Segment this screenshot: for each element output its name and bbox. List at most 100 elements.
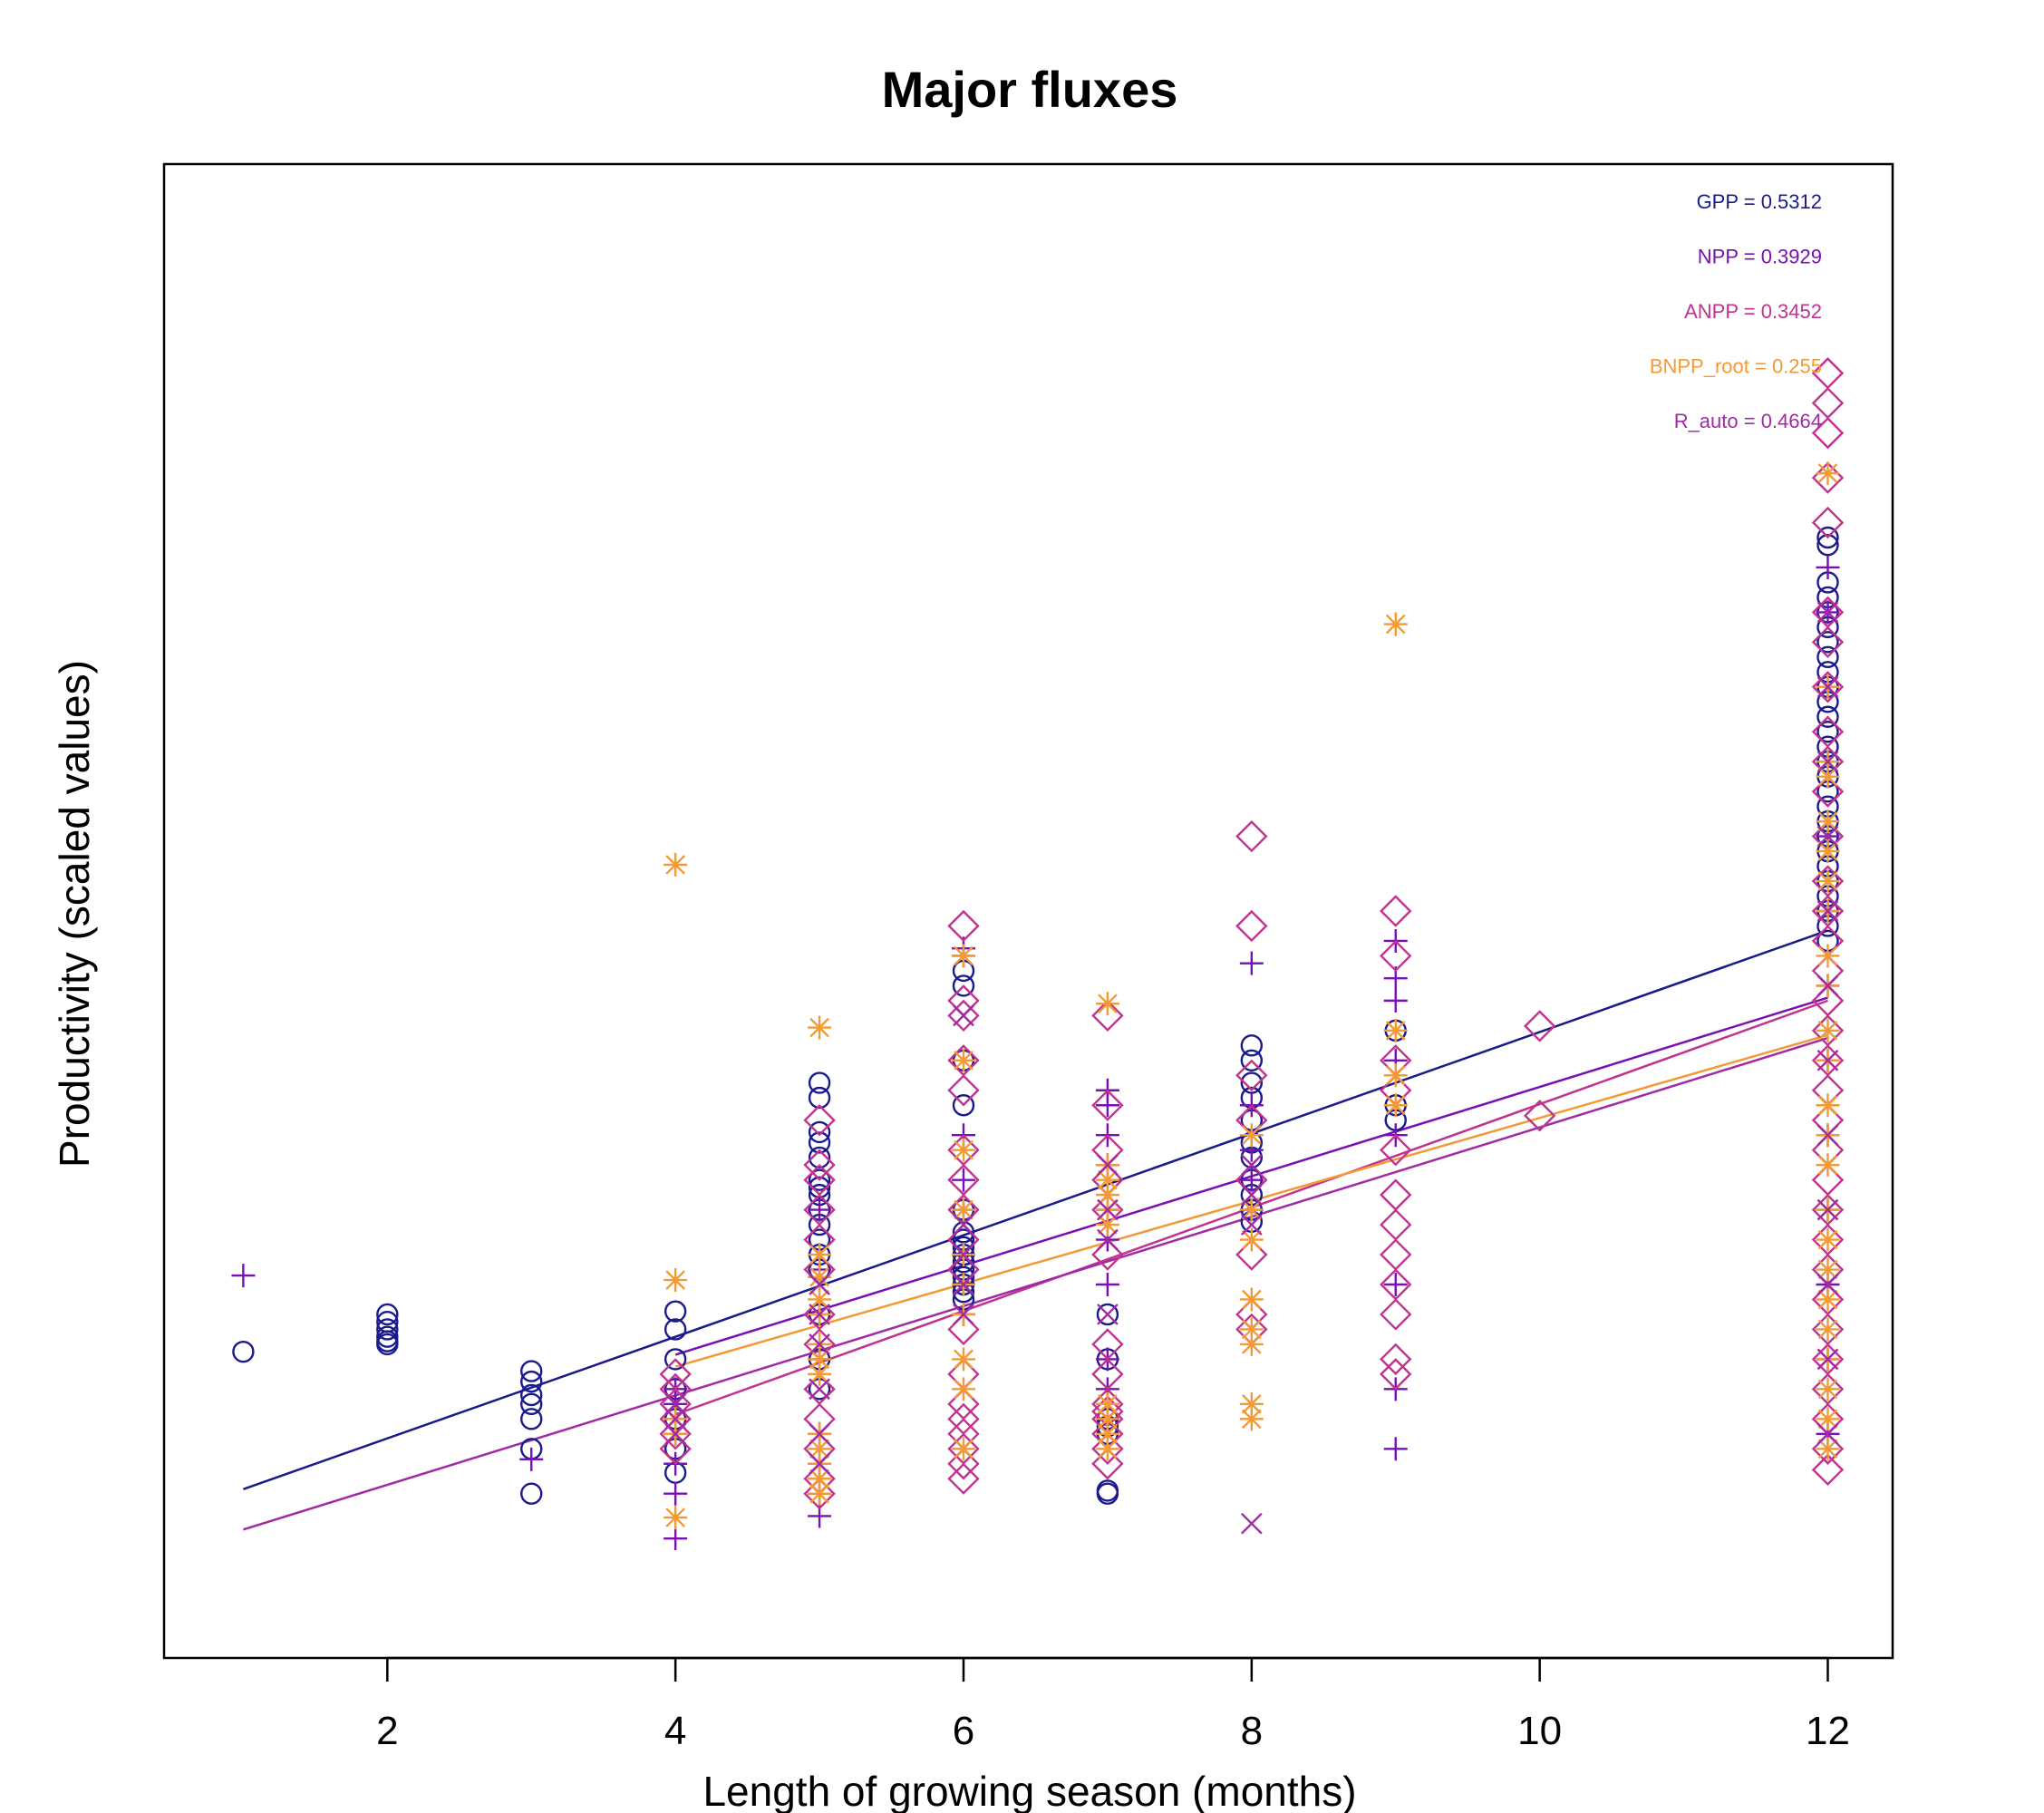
point-r-auto	[953, 1274, 974, 1295]
point-anpp	[803, 1478, 836, 1510]
point-bnpp-root	[1095, 1407, 1119, 1431]
point-r-auto	[1240, 1214, 1263, 1236]
point-npp	[1383, 1437, 1408, 1461]
point-bnpp-root	[808, 1481, 832, 1506]
point-bnpp-root	[808, 1015, 832, 1040]
point-gpp	[520, 1482, 543, 1505]
legend: GPP = 0.5312 NPP = 0.3929 ANPP = 0.3452 BNP…	[1650, 190, 1822, 432]
point-r-auto	[1816, 1274, 1839, 1295]
point-gpp	[520, 1383, 543, 1407]
point-r-auto	[1097, 1304, 1119, 1325]
point-bnpp-root	[1095, 1421, 1119, 1446]
point-anpp	[1811, 506, 1845, 539]
point-gpp	[1816, 721, 1839, 743]
x-tick-label: 10	[1517, 1709, 1562, 1753]
point-npp	[1816, 555, 1840, 579]
point-bnpp-root	[1095, 992, 1119, 1016]
point-gpp	[1240, 1034, 1264, 1057]
point-anpp	[1811, 416, 1845, 450]
point-gpp	[376, 1330, 399, 1352]
point-bnpp-root	[951, 1048, 975, 1072]
point-anpp	[1380, 1358, 1412, 1391]
point-bnpp-root	[1239, 1227, 1264, 1252]
point-r-auto	[664, 1408, 687, 1430]
point-r-auto	[809, 1378, 830, 1401]
point-gpp	[952, 1221, 975, 1244]
point-bnpp-root	[1239, 1391, 1264, 1416]
point-bnpp-root	[1816, 1153, 1840, 1178]
chart-title: Major fluxes	[882, 61, 1178, 118]
legend-entry-r-auto: R_auto = 0.4664	[1674, 410, 1822, 432]
point-anpp	[947, 909, 980, 943]
point-anpp	[1091, 1448, 1124, 1480]
point-bnpp-root	[1816, 1317, 1840, 1342]
point-gpp	[376, 1318, 399, 1341]
point-npp	[664, 1481, 688, 1506]
point-gpp	[808, 1168, 831, 1191]
fit-line-r-auto	[243, 1036, 1828, 1531]
point-npp	[1239, 1168, 1264, 1192]
point-bnpp-root	[1816, 1287, 1840, 1312]
point-bnpp-root	[1239, 1332, 1264, 1356]
point-gpp	[1096, 1303, 1119, 1326]
point-bnpp-root	[1816, 1437, 1840, 1461]
point-bnpp-root	[1239, 1287, 1264, 1312]
point-npp	[1383, 1273, 1408, 1296]
point-anpp	[947, 999, 980, 1033]
point-bnpp-root	[1816, 1257, 1840, 1282]
point-anpp	[1091, 1432, 1124, 1465]
point-bnpp-root	[1383, 1093, 1408, 1118]
point-r-auto	[953, 1244, 974, 1265]
data-points	[231, 357, 1845, 1551]
point-bnpp-root	[1816, 1407, 1840, 1431]
point-anpp	[1380, 1208, 1412, 1241]
point-anpp	[1091, 1089, 1124, 1121]
point-r-auto	[809, 1452, 830, 1475]
point-r-auto	[1816, 1198, 1839, 1221]
point-r-auto	[1816, 974, 1839, 997]
point-npp	[951, 1168, 975, 1192]
point-anpp	[1523, 1010, 1556, 1042]
point-gpp	[664, 1348, 687, 1371]
point-bnpp-root	[951, 1138, 975, 1162]
plot-frame	[162, 162, 1894, 1660]
point-bnpp-root	[1239, 1123, 1264, 1148]
point-bnpp-root	[1383, 1018, 1408, 1042]
legend-entry-bnpp-root: BNPP_root = 0.255	[1650, 355, 1822, 378]
point-anpp	[1380, 1343, 1412, 1376]
point-r-auto	[953, 1004, 974, 1027]
point-bnpp-root	[1239, 1407, 1264, 1431]
point-r-auto	[1816, 1049, 1839, 1071]
legend-entry-anpp: ANPP = 0.3452	[1684, 300, 1822, 323]
point-r-auto	[1816, 751, 1839, 773]
point-bnpp-root	[1816, 810, 1840, 834]
point-gpp	[808, 1086, 831, 1110]
point-bnpp-root	[1816, 839, 1840, 864]
point-r-auto	[1816, 900, 1839, 922]
point-r-auto	[809, 1274, 830, 1295]
point-bnpp-root	[808, 1362, 832, 1386]
point-bnpp-root	[1816, 1377, 1840, 1401]
point-anpp	[803, 1104, 836, 1137]
x-tick-label: 4	[664, 1709, 686, 1753]
point-anpp	[947, 1448, 980, 1480]
point-gpp	[664, 1300, 687, 1323]
fit-line-gpp	[242, 929, 1828, 1490]
point-bnpp-root	[1383, 612, 1408, 636]
point-gpp	[664, 1318, 687, 1341]
point-bnpp-root	[951, 1197, 975, 1222]
point-gpp	[1240, 1071, 1264, 1094]
point-anpp	[1523, 1100, 1556, 1132]
x-axis-label: Length of growing season (months)	[702, 1768, 1356, 1813]
point-bnpp-root	[1383, 1063, 1408, 1088]
point-r-auto	[809, 1422, 830, 1445]
x-tick-label: 12	[1806, 1709, 1850, 1753]
point-bnpp-root	[664, 1506, 688, 1530]
point-gpp	[1096, 1479, 1119, 1502]
point-bnpp-root	[951, 944, 975, 968]
point-bnpp-root	[1816, 764, 1840, 789]
point-bnpp-root	[808, 1347, 832, 1372]
point-gpp	[808, 1176, 831, 1199]
point-r-auto	[1097, 1198, 1119, 1221]
